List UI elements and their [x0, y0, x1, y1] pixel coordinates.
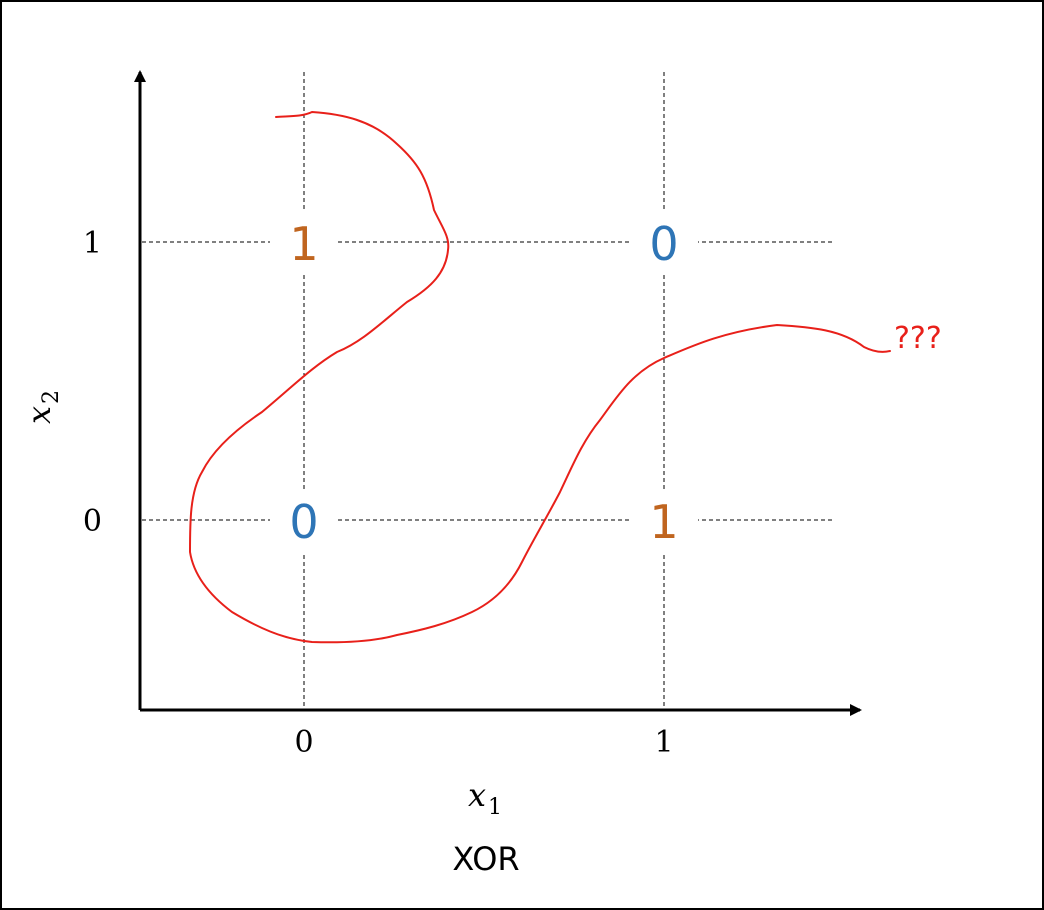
y-axis-label-base: x — [20, 406, 58, 424]
grid-lines — [142, 72, 832, 708]
x-axis-label: x1 — [468, 776, 502, 820]
point-label-1-0: 1 — [649, 495, 678, 549]
point-label-0-0: 0 — [289, 495, 318, 549]
data-points: 1 0 0 1 — [289, 217, 678, 549]
x-axis-label-subscript: 1 — [488, 795, 502, 820]
point-label-0-1: 1 — [289, 217, 318, 271]
y-axis-label: x2 — [20, 390, 64, 424]
x-tick-label-0: 0 — [294, 725, 313, 760]
tick-labels: 1 0 0 1 — [83, 226, 674, 760]
y-tick-label-0: 0 — [83, 504, 102, 539]
boundary-question-note: ??? — [894, 321, 942, 356]
x-axis-label-base: x — [468, 776, 486, 814]
y-axis-label-subscript: 2 — [39, 390, 64, 404]
diagram-caption: XOR — [452, 840, 519, 878]
label-backgrounds — [270, 212, 698, 552]
point-label-1-1: 0 — [649, 217, 678, 271]
x-tick-label-1: 1 — [654, 725, 673, 760]
y-tick-label-1: 1 — [83, 226, 102, 261]
decision-boundary-curve — [189, 111, 891, 644]
